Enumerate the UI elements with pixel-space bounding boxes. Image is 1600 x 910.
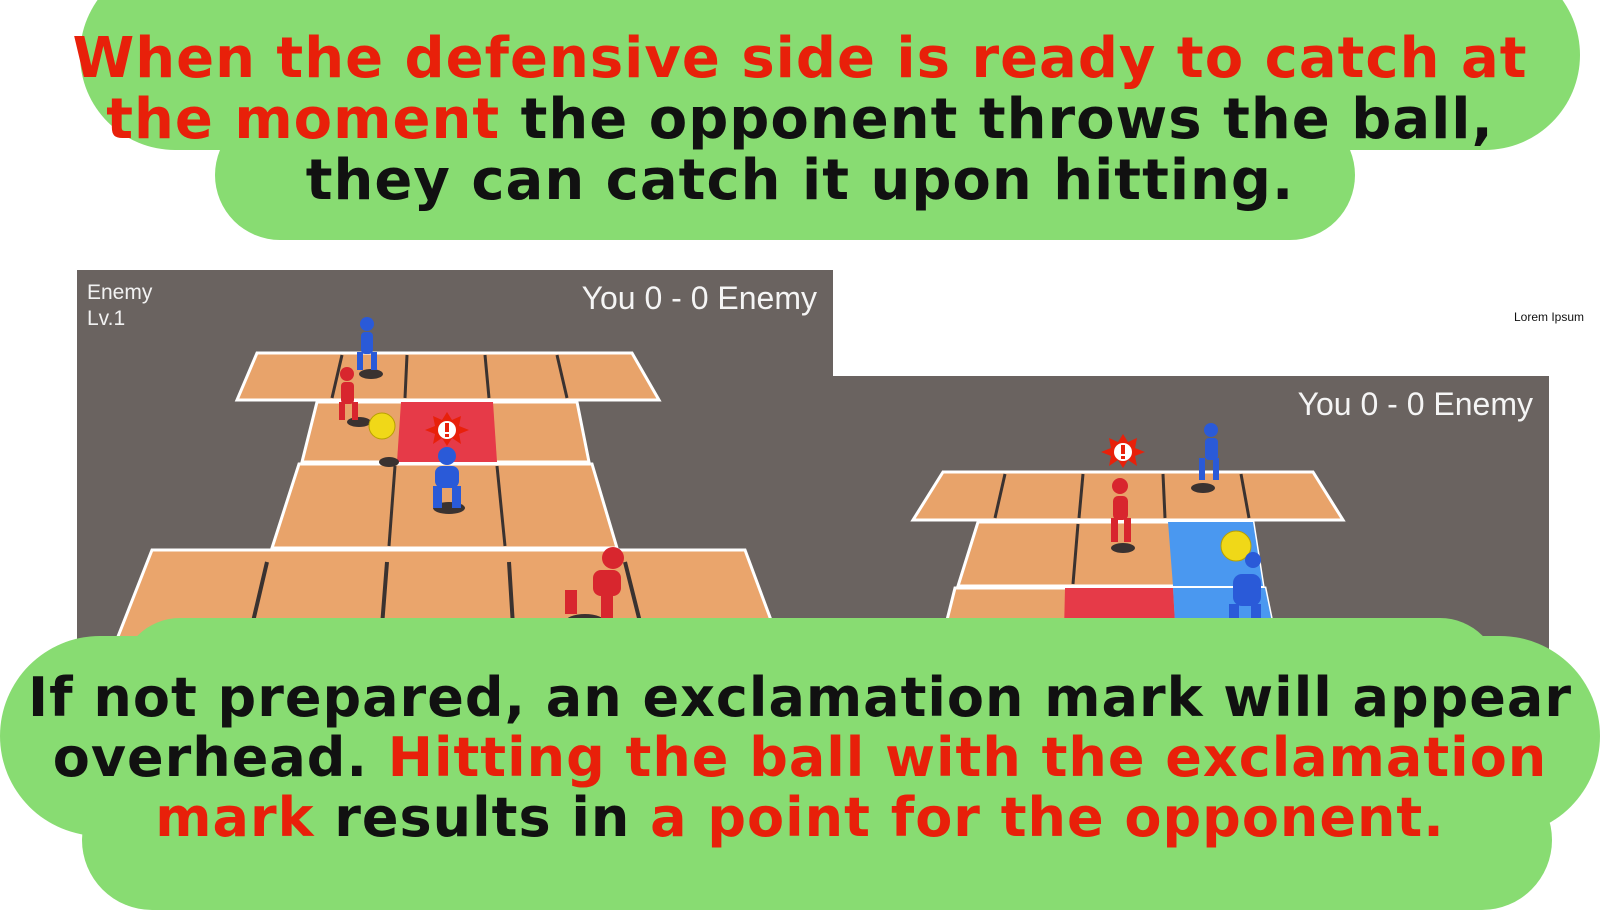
enemy-label: Enemy [87,281,153,304]
blue-player-back [1191,423,1219,493]
score-display-right: You 0 - 0 Enemy [1297,386,1533,422]
bottom-caption-highlight1: Hitting the ball with the exclamation ma… [155,726,1548,849]
bottom-caption-bubble-lower [82,770,1552,910]
bottom-caption-part1: If not prepared, an exclamation mark wil… [28,666,1572,789]
top-caption-bubble-lower [215,110,1355,240]
bottom-caption: If not prepared, an exclamation mark wil… [10,668,1590,848]
score-display-left: You 0 - 0 Enemy [581,280,817,316]
exclamation-icon [425,412,469,446]
blue-player-middle [433,447,465,514]
court-back-row [910,470,1346,522]
small-caption: Lorem Ipsum [1513,310,1584,324]
enemy-level-label: Enemy Lv.1 [87,280,152,332]
bottom-caption-part3: results in [314,786,651,849]
red-player-back [339,367,371,427]
top-caption-highlight: When the defensive side is ready to catc… [72,26,1528,152]
level-value: Lv.1 [87,307,126,330]
exclamation-icon [1101,434,1145,468]
bottom-caption-highlight2: a point for the opponent. [650,786,1445,849]
ball [368,412,399,467]
red-player-back [1111,478,1135,553]
blue-player-back [357,317,383,379]
court-back-row [234,351,662,402]
top-caption: When the defensive side is ready to catc… [60,28,1540,211]
ball [1220,530,1252,562]
top-caption-rest: the opponent throws the ball, they can c… [305,87,1494,213]
